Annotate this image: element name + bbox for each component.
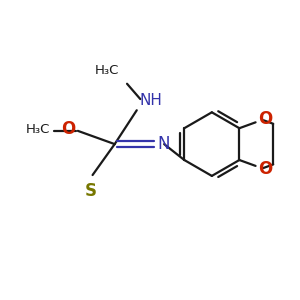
Text: O: O (258, 110, 272, 128)
Text: O: O (258, 160, 272, 178)
Text: NH: NH (140, 93, 163, 108)
Text: H₃C: H₃C (26, 123, 50, 136)
Text: N: N (158, 135, 170, 153)
Text: O: O (61, 120, 76, 138)
Text: H₃C: H₃C (95, 64, 119, 77)
Text: S: S (85, 182, 97, 200)
